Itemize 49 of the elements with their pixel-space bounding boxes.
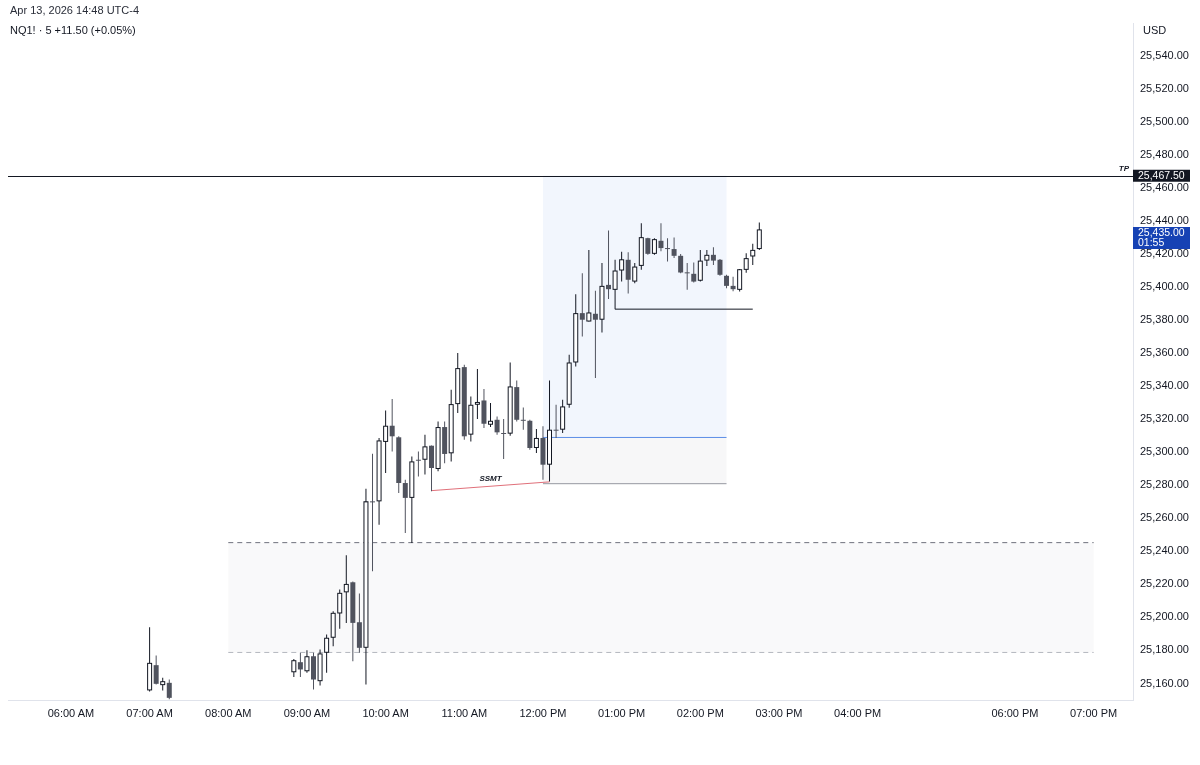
x-tick-label: 10:00 AM	[362, 706, 409, 719]
x-tick-label: 08:00 AM	[205, 706, 252, 719]
candlestick	[520, 407, 526, 430]
x-tick-label: 01:00 PM	[598, 706, 646, 719]
ref-line-label: TP	[1118, 163, 1130, 173]
y-tick-label: 25,400.00	[1140, 280, 1189, 293]
candlestick	[415, 451, 421, 477]
x-tick-label: 11:00 AM	[441, 706, 488, 719]
candlestick	[553, 404, 559, 438]
y-tick-label: 25,240.00	[1140, 544, 1189, 557]
y-tick-label: 25,360.00	[1140, 346, 1189, 359]
y-tick-label: 25,260.00	[1140, 511, 1189, 524]
y-tick-label: 25,320.00	[1140, 412, 1189, 425]
x-tick-label: 07:00 PM	[1070, 706, 1118, 719]
x-tick-label: 09:00 AM	[283, 706, 331, 719]
y-tick-label: 25,500.00	[1140, 115, 1189, 128]
candlestick	[684, 263, 690, 290]
annotation: SSMT	[479, 474, 503, 484]
candlestick	[592, 290, 598, 379]
y-tick-label: 25,540.00	[1140, 49, 1189, 62]
candlestick	[501, 418, 507, 459]
x-tick-label: 06:00 AM	[47, 706, 95, 719]
chart-subtitle: Apr 13, 2026 14:48 UTC-4	[10, 4, 140, 17]
y-tick-label: 25,340.00	[1140, 379, 1189, 392]
y-tick-label: 25,300.00	[1140, 445, 1189, 458]
y-tick-label: 25,460.00	[1140, 181, 1189, 194]
y-tick-label: 25,280.00	[1140, 478, 1189, 491]
y-tick-label: 25,220.00	[1140, 577, 1189, 590]
candlestick	[665, 238, 671, 262]
y-tick-label: 25,420.00	[1140, 247, 1189, 260]
text: 25,435.00 01:55	[1138, 225, 1185, 248]
y-tick-label: 25,440.00	[1140, 214, 1189, 227]
y-tick-label: 25,380.00	[1140, 313, 1189, 326]
chart-title: NQ1! · 5 +11.50 (+0.05%)	[10, 24, 136, 37]
x-tick-label: 02:00 PM	[676, 706, 724, 719]
x-tick-label: 04:00 PM	[834, 706, 882, 719]
y-tick-label: 25,200.00	[1140, 610, 1189, 623]
y-tick-label: 25,520.00	[1140, 82, 1189, 95]
x-tick-label: 12:00 PM	[519, 706, 567, 719]
x-tick-label: 07:00 AM	[126, 706, 173, 719]
y-axis-title: USD	[1143, 24, 1167, 37]
y-tick-label: 25,480.00	[1140, 148, 1189, 161]
x-tick-label: 03:00 PM	[755, 706, 803, 719]
candlestick	[370, 453, 376, 572]
y-tick-label: 25,180.00	[1140, 643, 1189, 656]
y-tick-label: 25,160.00	[1140, 676, 1189, 689]
candlestick	[474, 369, 480, 419]
x-tick-label: 06:00 PM	[991, 706, 1039, 719]
annotation: 25,467.50	[1138, 168, 1185, 181]
